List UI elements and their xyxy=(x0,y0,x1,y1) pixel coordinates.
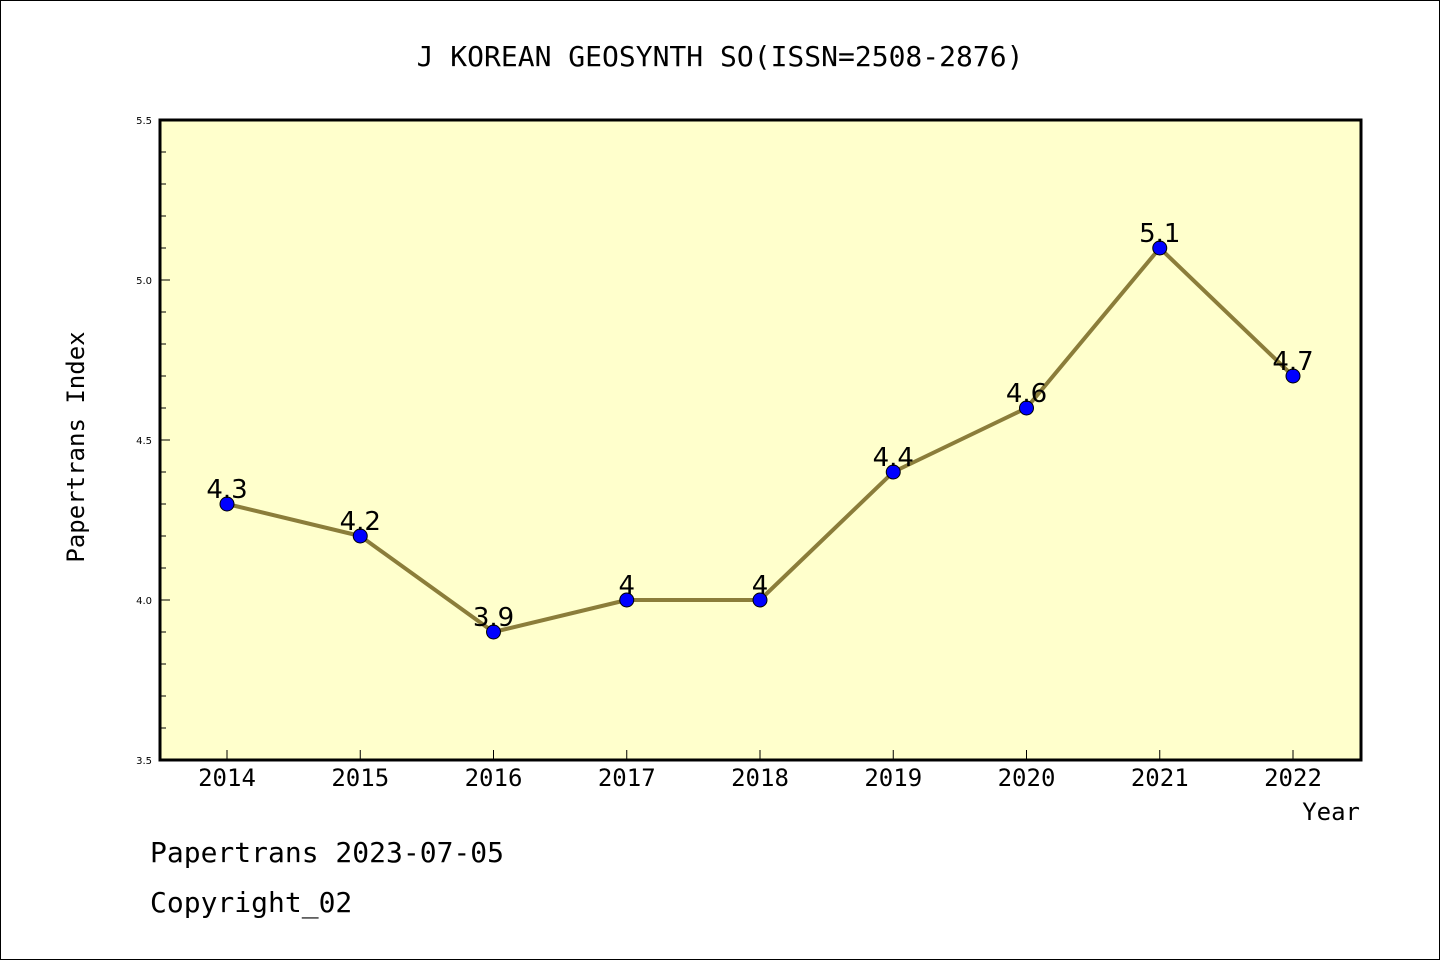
y-tick-label: 3.5 xyxy=(136,756,152,767)
data-point xyxy=(1152,240,1168,256)
data-label: 4.6 xyxy=(1006,379,1047,409)
series: 4.3 4.2 3.9 4 4 4.4 4.6 5.1 4.7 xyxy=(206,219,1314,640)
x-tick-label: 2014 xyxy=(198,764,256,792)
data-point xyxy=(1285,368,1301,384)
y-tick-label: 5.5 xyxy=(136,116,152,127)
x-axis: 2014 2015 2016 2017 2018 2019 2020 2021 2022 xyxy=(198,750,1322,792)
data-label: 4 xyxy=(752,571,769,601)
data-point xyxy=(752,592,768,608)
x-tick-label: 2021 xyxy=(1131,764,1189,792)
data-label: 4.4 xyxy=(873,443,914,473)
data-label: 4.7 xyxy=(1272,347,1313,377)
x-tick-label: 2015 xyxy=(331,764,389,792)
footer-date: Papertrans 2023-07-05 xyxy=(150,836,505,869)
data-point xyxy=(885,464,901,480)
x-tick-label: 2019 xyxy=(864,764,922,792)
data-label: 4.2 xyxy=(340,507,381,537)
data-point xyxy=(1019,400,1034,416)
x-tick-label: 2016 xyxy=(465,764,523,792)
data-label: 4 xyxy=(618,571,635,601)
x-axis-label: Year xyxy=(1302,798,1360,826)
y-tick-label: 5.0 xyxy=(136,276,152,287)
data-point xyxy=(352,528,368,544)
footer-copyright: Copyright_02 xyxy=(150,886,353,919)
data-label: 5.1 xyxy=(1139,219,1180,249)
y-axis-label: Papertrans Index xyxy=(62,331,90,562)
y-tick-label: 4.0 xyxy=(136,596,152,607)
plot-area xyxy=(158,118,1363,762)
x-tick-label: 2022 xyxy=(1264,764,1322,792)
chart-title: J KOREAN GEOSYNTH SO(ISSN=2508-2876) xyxy=(417,40,1024,73)
data-point xyxy=(219,496,235,512)
x-tick-label: 2017 xyxy=(598,764,656,792)
y-tick-label: 4.5 xyxy=(136,436,152,447)
y-axis: 3.5 4.0 4.5 5.0 5.5 xyxy=(136,116,170,767)
x-tick-label: 2020 xyxy=(998,764,1056,792)
data-point xyxy=(486,624,501,640)
x-tick-label: 2018 xyxy=(731,764,789,792)
data-point xyxy=(619,592,635,608)
data-label: 3.9 xyxy=(473,603,514,633)
data-label: 4.3 xyxy=(206,475,247,505)
